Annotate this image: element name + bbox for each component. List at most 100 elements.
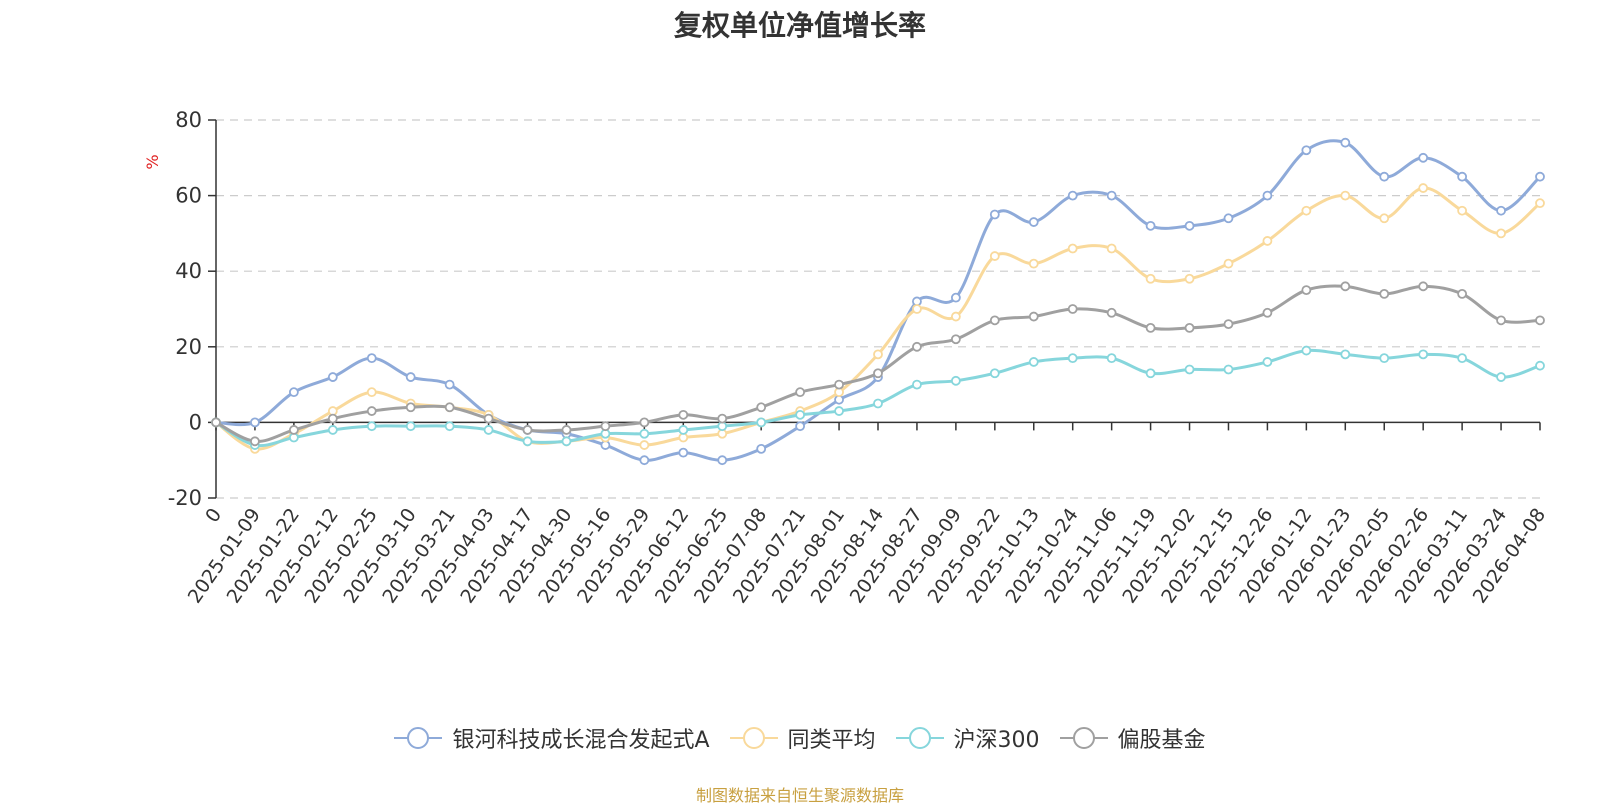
data-point xyxy=(522,425,533,435)
data-point xyxy=(1496,315,1506,326)
data-point xyxy=(1340,190,1351,201)
data-point xyxy=(989,251,1000,261)
data-point xyxy=(950,292,961,303)
data-point xyxy=(561,436,572,447)
series-3 xyxy=(211,281,1545,447)
legend-marker-icon xyxy=(394,727,443,749)
data-point xyxy=(1184,322,1195,333)
data-point xyxy=(1106,243,1117,254)
data-point xyxy=(950,311,961,322)
data-point xyxy=(1262,307,1273,318)
data-point xyxy=(912,304,922,314)
data-point xyxy=(1379,171,1390,182)
data-point xyxy=(795,421,806,432)
data-point xyxy=(912,379,922,390)
data-point xyxy=(366,353,377,364)
data-point xyxy=(639,428,650,439)
data-point xyxy=(873,349,883,360)
data-point xyxy=(1262,236,1273,246)
data-point xyxy=(1301,345,1312,356)
series-line xyxy=(215,348,1541,448)
data-point xyxy=(1223,364,1234,375)
data-point xyxy=(989,315,1000,326)
legend-label: 同类平均 xyxy=(787,728,876,753)
legend-item-csi300[interactable]: 沪深300 xyxy=(895,722,1040,754)
data-point xyxy=(912,341,922,352)
data-point xyxy=(1184,364,1195,375)
data-point xyxy=(483,413,494,424)
data-point xyxy=(1067,190,1078,201)
data-point xyxy=(1262,190,1273,201)
legend-item-peer-average[interactable]: 同类平均 xyxy=(729,722,876,754)
data-point xyxy=(405,372,416,382)
data-point xyxy=(1028,258,1039,269)
legend-item-equity-fund[interactable]: 偏股基金 xyxy=(1059,722,1206,754)
data-point xyxy=(756,402,767,413)
data-point xyxy=(756,443,767,454)
data-point xyxy=(639,455,650,466)
data-point xyxy=(1496,205,1506,216)
data-point xyxy=(1028,311,1039,322)
data-point xyxy=(366,387,377,398)
data-point xyxy=(1145,368,1156,379)
y-tick-label: 60 xyxy=(175,184,202,208)
data-point xyxy=(1535,198,1545,209)
y-tick-label: -20 xyxy=(168,486,202,510)
data-point xyxy=(678,425,689,435)
data-point xyxy=(1535,171,1545,182)
data-point xyxy=(950,375,961,386)
data-point xyxy=(522,436,533,447)
data-point xyxy=(444,402,455,413)
data-point xyxy=(444,421,455,432)
data-point xyxy=(1223,258,1234,269)
data-point xyxy=(1301,145,1312,156)
legend-marker-icon xyxy=(729,727,778,749)
data-point xyxy=(1418,183,1429,193)
data-point xyxy=(327,372,338,382)
data-point xyxy=(1067,353,1078,364)
legend-label: 银河科技成长混合发起式A xyxy=(452,728,710,753)
y-tick-label: 0 xyxy=(189,410,202,434)
data-point xyxy=(1535,315,1545,326)
chart-legend: 银河科技成长混合发起式A 同类平均 沪深300 偏股基金 xyxy=(0,722,1600,754)
data-point xyxy=(1496,372,1506,382)
data-point xyxy=(834,406,844,416)
legend-label: 沪深300 xyxy=(953,728,1040,753)
data-point xyxy=(639,440,650,450)
data-point xyxy=(1184,220,1195,231)
grid-lines xyxy=(216,119,1540,499)
data-point xyxy=(1223,319,1234,330)
data-point xyxy=(1106,190,1117,201)
data-point xyxy=(1067,243,1078,254)
data-point xyxy=(1028,217,1039,227)
data-point xyxy=(483,425,494,435)
data-point xyxy=(873,398,883,409)
data-point xyxy=(1301,285,1312,296)
data-point xyxy=(1457,353,1468,364)
data-point xyxy=(1106,307,1117,318)
data-point xyxy=(1145,220,1156,231)
data-point xyxy=(1340,137,1351,148)
series-0 xyxy=(211,137,1545,466)
data-point xyxy=(600,421,611,432)
data-point xyxy=(288,425,299,435)
data-point xyxy=(405,402,416,413)
series-2 xyxy=(211,345,1545,450)
y-axis-unit-label: % xyxy=(143,154,162,169)
data-point xyxy=(288,387,299,398)
x-axis-labels: 02025-01-092025-01-222025-02-122025-02-2… xyxy=(184,504,1550,607)
data-point xyxy=(950,334,961,345)
data-point xyxy=(989,209,1000,220)
data-point xyxy=(1457,171,1468,182)
data-point xyxy=(1418,349,1429,360)
data-point xyxy=(1145,322,1156,333)
legend-item-fund[interactable]: 银河科技成长混合发起式A xyxy=(394,722,710,754)
data-point xyxy=(1496,228,1506,239)
data-point xyxy=(639,417,650,428)
data-point xyxy=(1145,273,1156,284)
data-point xyxy=(795,409,806,420)
series-lines xyxy=(211,137,1545,466)
data-point xyxy=(1379,353,1390,364)
legend-marker-icon xyxy=(1059,727,1108,749)
